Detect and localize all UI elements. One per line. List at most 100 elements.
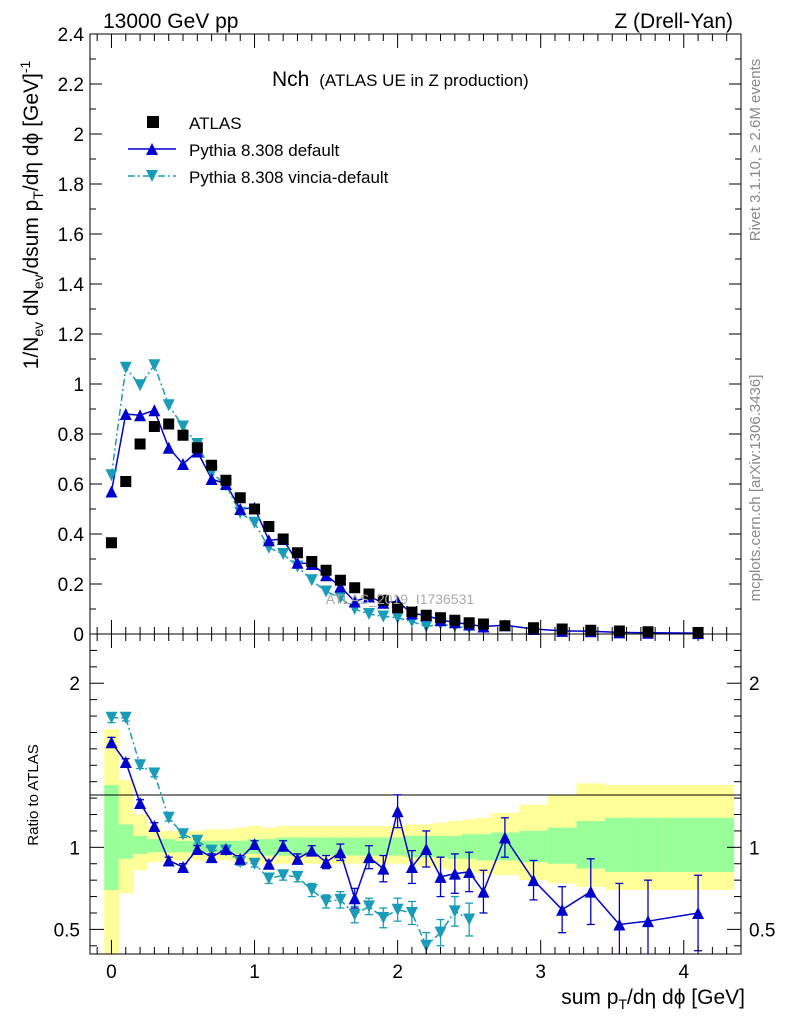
ratio-point-default (291, 852, 304, 865)
ratio-point-default (556, 903, 569, 916)
point-atlas (105, 537, 117, 549)
point-atlas (234, 492, 246, 504)
y-tick-label: 1.4 (58, 275, 85, 296)
ratio-point-vincia (463, 913, 476, 926)
ratio-point-default (527, 874, 540, 887)
ratio-point-vincia (105, 711, 118, 724)
band-inner (104, 784, 119, 890)
ratio-point-default (642, 915, 654, 928)
point-vincia (305, 574, 318, 587)
ratio-point-vincia (177, 828, 189, 841)
point-atlas (463, 617, 475, 629)
ratio-point-vincia (334, 893, 347, 906)
ratio-point-vincia (148, 767, 161, 780)
ratio-point-vincia (291, 870, 304, 883)
y-tick-label: 0.4 (58, 525, 85, 546)
ratio-point-default (420, 842, 433, 855)
point-atlas (263, 521, 275, 532)
legend-marker-atlas (147, 116, 159, 128)
point-atlas (191, 442, 203, 454)
point-vincia (134, 379, 147, 392)
point-default (177, 458, 189, 470)
y-tick-label: 0.6 (58, 475, 84, 496)
ratio-panel: 0.5 0.5 1 1 2 2 0 1 2 3 4 (54, 633, 775, 983)
point-atlas (206, 459, 218, 471)
ratio-point-default (498, 831, 511, 844)
band-inner (519, 830, 549, 863)
ratio-point-default (584, 885, 597, 898)
y-tick-label: 2.4 (58, 25, 85, 46)
point-vincia (363, 608, 375, 620)
ratio-point-vincia (363, 900, 375, 913)
x-tick-label: 2 (392, 962, 403, 983)
point-atlas (120, 476, 132, 487)
x-tick-label: 1 (249, 962, 260, 983)
ratio-point-default (391, 805, 404, 818)
point-atlas (406, 606, 418, 617)
point-vincia (248, 516, 261, 529)
point-vincia (162, 399, 175, 412)
point-default (162, 441, 175, 454)
rivet-note: Rivet 3.1.10, ≥ 2.6M events (747, 59, 764, 242)
ratio-point-default (405, 861, 418, 874)
legend-label-default: Pythia 8.308 default (189, 141, 340, 160)
band-inner (633, 817, 663, 872)
point-default (291, 556, 304, 569)
x-tick-label: 4 (678, 962, 689, 983)
ratio-y-tick-label-right: 0.5 (749, 920, 775, 941)
point-atlas (435, 612, 447, 624)
ratio-point-vincia (377, 911, 390, 924)
y-tick-label: 2.2 (58, 75, 84, 96)
point-default (262, 534, 275, 547)
ratio-point-default (148, 820, 161, 832)
point-atlas (420, 609, 432, 621)
legend-marker-default (146, 143, 158, 155)
point-atlas (477, 618, 489, 630)
point-default (119, 408, 132, 420)
ratio-point-vincia (420, 939, 433, 952)
ratio-point-vincia (405, 906, 418, 919)
ratio-x-axis: 0 1 2 3 4 (96, 634, 728, 983)
y-tick-label: 1.2 (58, 325, 84, 346)
point-atlas (148, 421, 160, 432)
ratio-point-default (334, 846, 347, 859)
point-default (205, 473, 218, 485)
ratio-point-default (219, 842, 232, 855)
legend: ATLAS Pythia 8.308 default Pythia 8.308 … (128, 114, 389, 187)
y-tick-label: 0.8 (58, 425, 84, 446)
point-atlas (499, 620, 511, 632)
point-default (105, 485, 118, 498)
band-inner (547, 827, 577, 864)
ratio-point-default (162, 854, 175, 867)
ratio-y-tick-label: 2 (69, 674, 80, 695)
ratio-y-tick-label: 0.5 (54, 920, 80, 941)
ratio-point-default (448, 867, 461, 880)
ratio-point-default (262, 857, 275, 870)
ratio-point-default (477, 885, 490, 898)
x-tick-label: 3 (535, 962, 546, 983)
y-tick-label: 1 (73, 375, 84, 396)
ratio-y-tick-label: 1 (69, 838, 80, 859)
line-default (110, 409, 699, 634)
point-default (148, 404, 161, 417)
ratio-point-vincia (262, 872, 275, 885)
watermark: ATLAS_2019_I1736531 (326, 591, 475, 607)
band-inner (390, 837, 406, 856)
point-vincia (277, 548, 290, 560)
mcplots-note: mcplots.cern.ch [arXiv:1306.3436] (747, 375, 764, 602)
point-atlas (392, 602, 404, 614)
legend-label-atlas: ATLAS (189, 114, 242, 133)
band-inner (118, 824, 134, 859)
ratio-point-default (234, 852, 247, 865)
ratio-point-vincia (119, 711, 132, 724)
point-atlas (642, 626, 654, 638)
point-vincia (391, 611, 404, 624)
point-vincia (148, 359, 161, 372)
band-inner (161, 839, 177, 853)
header-left: 13000 GeV pp (103, 10, 238, 33)
chart-title: Nch (ATLAS UE in Z production) (272, 68, 529, 91)
ratio-marks (105, 711, 705, 954)
ratio-point-default (248, 838, 261, 851)
ratio-point-default (177, 861, 189, 874)
